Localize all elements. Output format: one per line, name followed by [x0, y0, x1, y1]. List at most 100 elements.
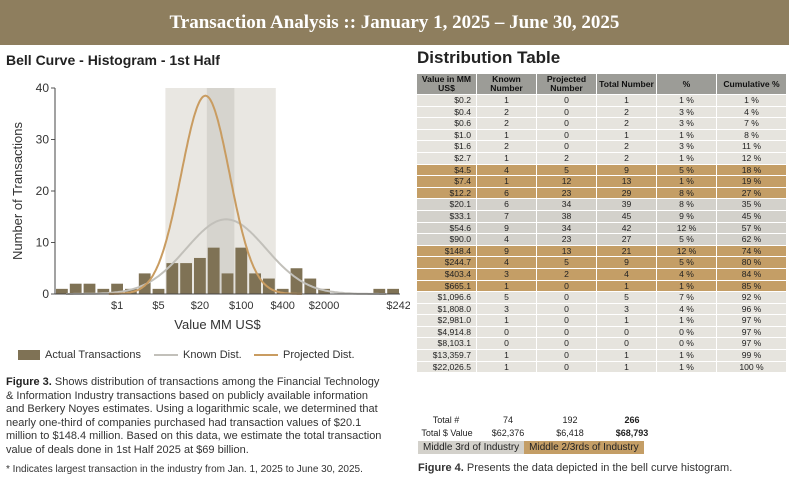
table-row: $20.1 6 34 39 8 % 35 %: [416, 198, 787, 211]
cell-percent: 1 %: [656, 314, 717, 327]
cell-value: $90.0: [416, 233, 477, 246]
table-row: $2.7 1 2 2 1 % 12 %: [416, 151, 787, 165]
cell-known: 2: [476, 117, 537, 130]
cell-known: 3: [476, 267, 537, 281]
table-row: $403.4 3 2 4 4 % 84 %: [416, 267, 787, 281]
cell-cumulative: 19 %: [716, 175, 787, 188]
col-total: Total Number: [596, 73, 657, 95]
cell-percent: 3 %: [656, 140, 717, 153]
histogram-bar: [111, 283, 123, 294]
legend-actual: Actual Transactions: [18, 349, 141, 361]
cell-total: 42: [596, 221, 657, 235]
cell-projected: 5: [536, 256, 597, 269]
legend-known: Known Dist.: [154, 349, 242, 361]
chart-title: Bell Curve - Histogram - 1st Half: [6, 52, 220, 68]
cell-percent: 1 %: [656, 349, 717, 362]
cell-total: 2: [596, 151, 657, 165]
figure-4-text: Presents the data depicted in the bell c…: [463, 462, 733, 474]
cell-cumulative: 97 %: [716, 314, 787, 327]
cell-cumulative: 45 %: [716, 209, 787, 223]
table-row: $13,359.7 1 0 1 1 % 99 %: [416, 349, 787, 362]
cell-known: 9: [476, 221, 537, 235]
total-count-total: 266: [624, 415, 640, 425]
cell-known: 5: [476, 291, 537, 304]
cell-total: 1: [596, 94, 657, 107]
footnote: * Indicates largest transaction in the i…: [6, 464, 363, 475]
cell-total: 1: [596, 314, 657, 327]
cell-cumulative: 100 %: [716, 360, 787, 374]
table-row: $1,096.6 5 0 5 7 % 92 %: [416, 291, 787, 304]
cell-cumulative: 57 %: [716, 221, 787, 235]
cell-projected: 0: [536, 349, 597, 362]
cell-total: 1: [596, 279, 657, 293]
table-row: $22,026.5 1 0 1 1 % 100 %: [416, 360, 787, 374]
cell-value: $22,026.5: [416, 360, 477, 374]
cell-known: 6: [476, 186, 537, 200]
cell-known: 6: [476, 198, 537, 211]
legend-known-swatch: [154, 354, 178, 356]
cell-total: 45: [596, 209, 657, 223]
cell-cumulative: 62 %: [716, 233, 787, 246]
cell-known: 2: [476, 140, 537, 153]
cell-projected: 0: [536, 360, 597, 374]
total-count-label: Total #: [432, 415, 460, 425]
cell-total: 2: [596, 105, 657, 119]
figure-4-label: Figure 4.: [418, 462, 464, 474]
histogram-bar: [180, 263, 192, 294]
cell-percent: 4 %: [656, 302, 717, 316]
cell-cumulative: 12 %: [716, 151, 787, 165]
figure-3-caption: Figure 3. Shows distribution of transact…: [6, 376, 382, 457]
cell-cumulative: 96 %: [716, 302, 787, 316]
table-row: $90.0 4 23 27 5 % 62 %: [416, 233, 787, 246]
cell-total: 1: [596, 349, 657, 362]
x-tick-label: $1: [111, 300, 123, 312]
table-row: $1.0 1 0 1 1 % 8 %: [416, 128, 787, 142]
cell-cumulative: 1 %: [716, 94, 787, 107]
x-tick-label: $100: [229, 300, 253, 312]
col-percent: %: [656, 73, 717, 95]
cell-known: 1: [476, 314, 537, 327]
cell-value: $0.4: [416, 105, 477, 119]
cell-projected: 0: [536, 279, 597, 293]
cell-value: $1.6: [416, 140, 477, 153]
cell-percent: 3 %: [656, 117, 717, 130]
figure-3-label: Figure 3.: [6, 376, 52, 388]
cell-known: 1: [476, 175, 537, 188]
cell-projected: 2: [536, 267, 597, 281]
cell-cumulative: 74 %: [716, 244, 787, 258]
cell-total: 1: [596, 128, 657, 142]
cell-known: 1: [476, 279, 537, 293]
cell-known: 1: [476, 360, 537, 374]
cell-projected: 2: [536, 151, 597, 165]
histogram-bar: [318, 288, 330, 294]
legend-actual-label: Actual Transactions: [45, 349, 141, 361]
cell-percent: 1 %: [656, 279, 717, 293]
table-row: $0.4 2 0 2 3 % 4 %: [416, 105, 787, 119]
cell-percent: 9 %: [656, 209, 717, 223]
cell-value: $1,096.6: [416, 291, 477, 304]
cell-known: 1: [476, 349, 537, 362]
histogram-bar: [373, 288, 386, 294]
cell-projected: 34: [536, 198, 597, 211]
cell-percent: 5 %: [656, 163, 717, 177]
cell-known: 4: [476, 256, 537, 269]
histogram-bar: [235, 247, 248, 294]
col-value: Value in MM US$: [416, 73, 477, 95]
col-cumulative: Cumulative %: [716, 73, 787, 95]
cell-projected: 0: [536, 337, 597, 351]
cell-value: $148.4: [416, 244, 477, 258]
table-row: $244.7 4 5 9 5 % 80 %: [416, 256, 787, 269]
histogram-bar: [263, 278, 275, 294]
figure-3-text: Shows distribution of transactions among…: [6, 376, 382, 456]
total-value-projected: $6,418: [556, 428, 584, 438]
cell-projected: 13: [536, 244, 597, 258]
key-middle-third: Middle 3rd of Industry: [418, 441, 525, 454]
table-row: $33.1 7 38 45 9 % 45 %: [416, 209, 787, 223]
cell-value: $33.1: [416, 209, 477, 223]
table-row: $1,808.0 3 0 3 4 % 96 %: [416, 302, 787, 316]
cell-projected: 0: [536, 291, 597, 304]
table-row: $4,914.8 0 0 0 0 % 97 %: [416, 325, 787, 339]
total-value-label: Total $ Value: [421, 428, 473, 438]
histogram-bar: [56, 288, 68, 294]
cell-total: 9: [596, 256, 657, 269]
